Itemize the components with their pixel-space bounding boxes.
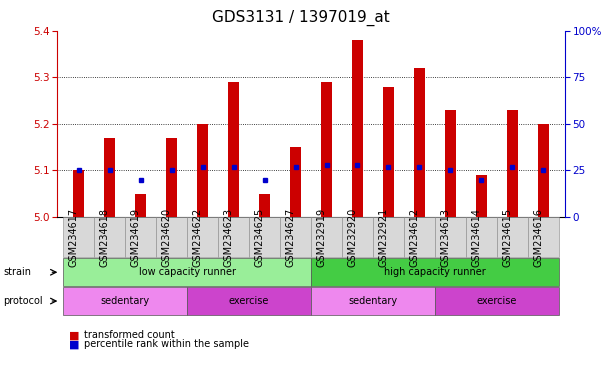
Text: strain: strain: [3, 267, 31, 277]
Bar: [73, 170, 84, 217]
Bar: [135, 194, 146, 217]
Text: ■: ■: [69, 339, 79, 349]
Text: high capacity runner: high capacity runner: [384, 267, 486, 277]
Bar: [414, 68, 425, 217]
Text: GSM234612: GSM234612: [409, 208, 419, 266]
Bar: [228, 82, 239, 217]
Bar: [290, 147, 301, 217]
Text: GSM234622: GSM234622: [193, 207, 203, 267]
Text: GSM234619: GSM234619: [130, 208, 141, 266]
Text: GSM234627: GSM234627: [285, 207, 296, 267]
Bar: [507, 110, 517, 217]
Text: protocol: protocol: [3, 296, 43, 306]
Text: sedentary: sedentary: [100, 296, 150, 306]
Text: GSM234615: GSM234615: [502, 208, 512, 266]
Bar: [445, 110, 456, 217]
Bar: [538, 124, 549, 217]
Bar: [105, 138, 115, 217]
Bar: [321, 82, 332, 217]
Text: GSM234614: GSM234614: [471, 208, 481, 266]
Text: percentile rank within the sample: percentile rank within the sample: [84, 339, 249, 349]
Text: low capacity runner: low capacity runner: [139, 267, 236, 277]
Text: ■: ■: [69, 330, 79, 340]
Bar: [476, 175, 487, 217]
Text: sedentary: sedentary: [349, 296, 397, 306]
Text: GSM232919: GSM232919: [317, 208, 326, 266]
Text: GSM234620: GSM234620: [162, 208, 172, 266]
Text: GSM234618: GSM234618: [100, 208, 110, 266]
Bar: [166, 138, 177, 217]
Text: GSM234625: GSM234625: [255, 207, 264, 267]
Bar: [197, 124, 208, 217]
Text: transformed count: transformed count: [84, 330, 175, 340]
Text: GSM234617: GSM234617: [69, 208, 79, 266]
Text: GSM234623: GSM234623: [224, 208, 234, 266]
Text: GSM234613: GSM234613: [441, 208, 450, 266]
Text: GSM232920: GSM232920: [347, 207, 358, 267]
Text: GSM232921: GSM232921: [379, 207, 388, 267]
Bar: [352, 40, 363, 217]
Text: exercise: exercise: [229, 296, 269, 306]
Bar: [383, 87, 394, 217]
Text: exercise: exercise: [477, 296, 517, 306]
Text: GSM234616: GSM234616: [533, 208, 543, 266]
Bar: [259, 194, 270, 217]
Text: GDS3131 / 1397019_at: GDS3131 / 1397019_at: [212, 10, 389, 26]
